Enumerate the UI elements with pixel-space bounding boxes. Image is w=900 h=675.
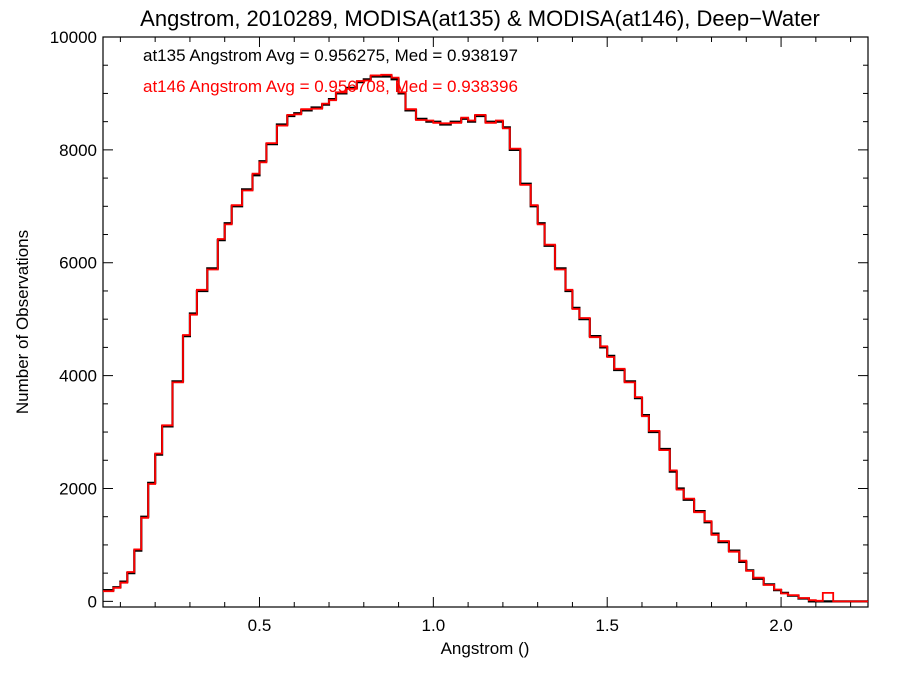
y-tick-label: 0 [88, 592, 97, 611]
x-tick-label: 2.0 [769, 616, 793, 635]
y-tick-label: 8000 [59, 141, 97, 160]
x-tick-label: 1.0 [422, 616, 446, 635]
series-layer [103, 73, 868, 603]
annotation-at135: at135 Angstrom Avg = 0.956275, Med = 0.9… [143, 46, 518, 65]
x-axis-label: Angstrom () [441, 639, 530, 658]
axis-tick-labels: 0.5 1.0 1.5 2.0 0 2000 4000 6000 8000 10000 [50, 28, 793, 635]
x-tick-label: 1.5 [595, 616, 619, 635]
plot-frame [102, 36, 869, 608]
y-tick-label: 6000 [59, 254, 97, 273]
annotation-at146: at146 Angstrom Avg = 0.956708, Med = 0.9… [143, 77, 518, 96]
y-tick-label: 4000 [59, 367, 97, 386]
series-at135-line [103, 75, 868, 603]
series-at146-line [103, 73, 868, 603]
y-tick-label: 10000 [50, 28, 97, 47]
chart-title: Angstrom, 2010289, MODISA(at135) & MODIS… [140, 6, 820, 31]
y-tick-label: 2000 [59, 479, 97, 498]
y-axis-label: Number of Observations [13, 230, 32, 414]
x-tick-label: 0.5 [248, 616, 272, 635]
